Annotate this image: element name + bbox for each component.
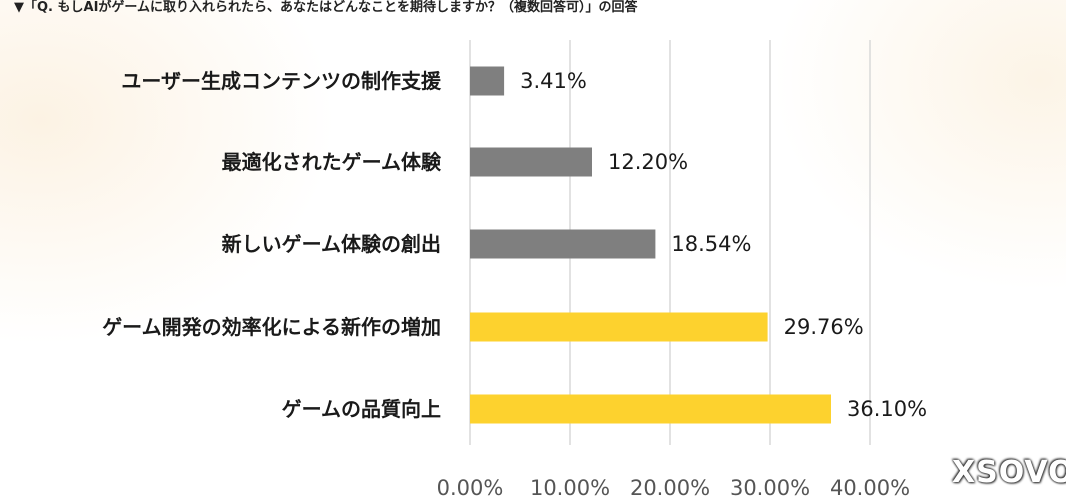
category-label: 最適化されたゲーム体験 <box>222 150 442 174</box>
category-label: ゲーム開発の効率化による新作の増加 <box>102 315 441 339</box>
x-tick-label: 0.00% <box>437 476 504 500</box>
x-axis-ticks: 0.00% 10.00% 20.00% 30.00% 40.00% <box>437 476 910 500</box>
category-label: 新しいゲーム体験の創出 <box>222 232 441 256</box>
bar <box>470 66 505 96</box>
x-tick-label: 20.00% <box>630 476 710 500</box>
bar <box>470 229 656 259</box>
labels: ユーザー生成コンテンツの制作支援 3.41% 最適化されたゲーム体験 12.20% 新し… <box>102 69 927 421</box>
data-label: 3.41% <box>520 69 587 93</box>
bars <box>470 66 831 424</box>
category-label: ゲームの品質向上 <box>282 397 441 421</box>
data-label: 18.54% <box>671 232 751 256</box>
category-label: ユーザー生成コンテンツの制作支援 <box>121 69 442 93</box>
bar <box>470 394 831 424</box>
data-label: 12.20% <box>608 150 688 174</box>
chart-title: ▼「Q. もしAIがゲームに取り入れられたら、あなたはどんなことを期待しますか？… <box>14 0 638 15</box>
x-tick-label: 30.00% <box>730 476 810 500</box>
bar <box>470 312 768 342</box>
x-tick-label: 10.00% <box>530 476 610 500</box>
data-label: 29.76% <box>784 315 864 339</box>
bar <box>470 147 592 177</box>
x-tick-label: 40.00% <box>830 476 910 500</box>
data-label: 36.10% <box>847 397 927 421</box>
watermark-logo: XSOVO <box>952 455 1066 490</box>
